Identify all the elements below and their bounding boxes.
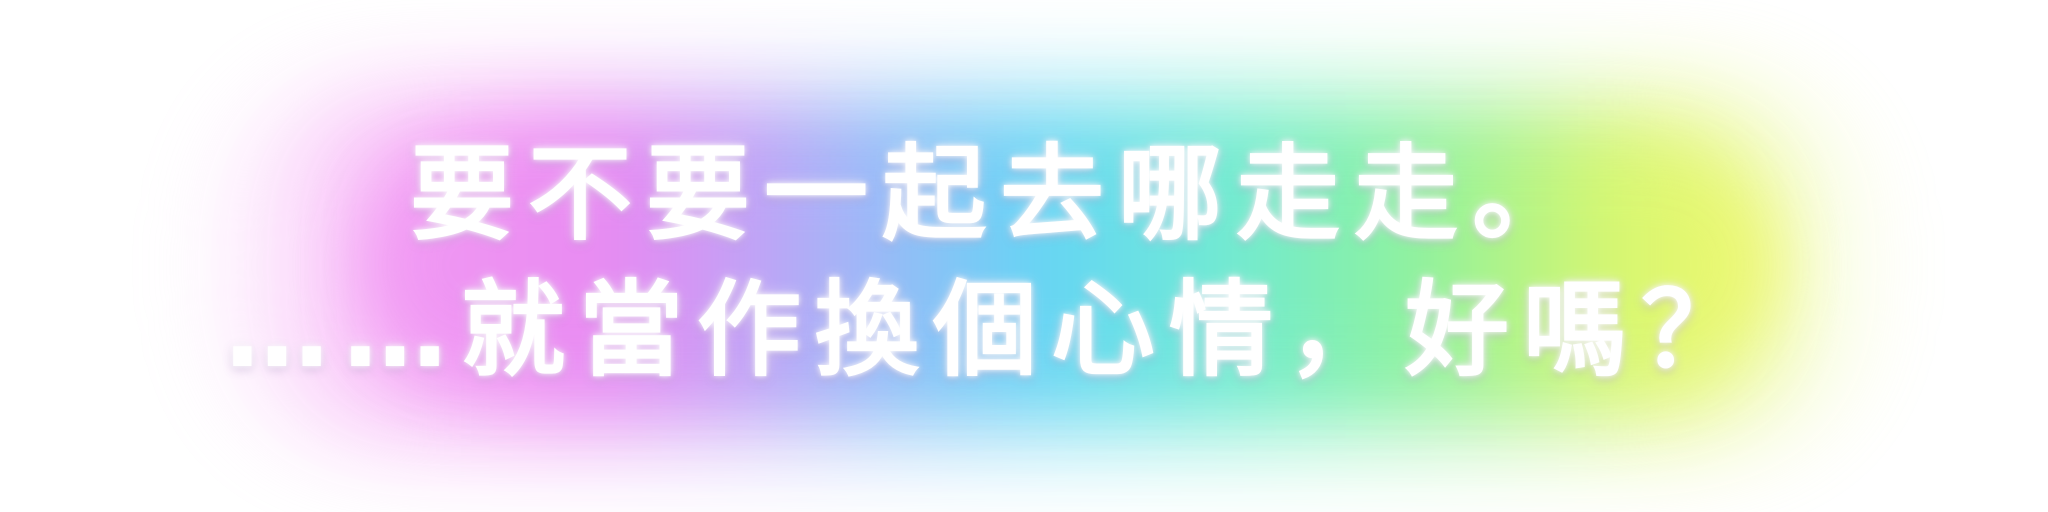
rainbow-glow-core [360,150,1780,380]
caption-line-1: 要不要一起去哪走走。 [410,133,1591,255]
caption-line-2: ……就當作換個心情，好嗎？ [225,269,1760,391]
